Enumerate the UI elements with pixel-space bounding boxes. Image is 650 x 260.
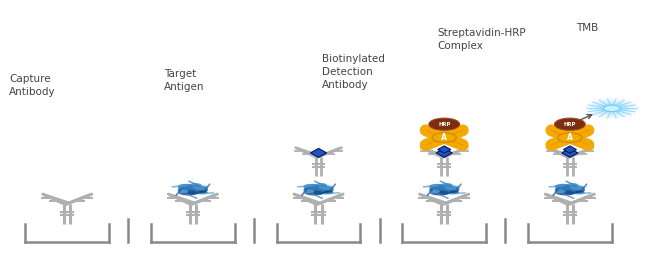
- Circle shape: [554, 118, 585, 130]
- Circle shape: [429, 118, 460, 130]
- Ellipse shape: [567, 183, 578, 187]
- Ellipse shape: [570, 185, 585, 190]
- Polygon shape: [562, 148, 578, 157]
- Ellipse shape: [177, 190, 188, 193]
- Ellipse shape: [556, 191, 575, 196]
- Ellipse shape: [303, 184, 320, 189]
- Ellipse shape: [430, 191, 449, 196]
- Ellipse shape: [554, 190, 565, 193]
- Ellipse shape: [318, 185, 334, 190]
- Ellipse shape: [441, 183, 453, 187]
- Text: Biotinylated
Detection
Antibody: Biotinylated Detection Antibody: [322, 54, 385, 90]
- Text: HRP: HRP: [564, 122, 576, 127]
- Ellipse shape: [429, 185, 460, 194]
- Polygon shape: [564, 146, 577, 153]
- Ellipse shape: [554, 184, 572, 189]
- Ellipse shape: [324, 191, 333, 194]
- Polygon shape: [436, 148, 452, 157]
- Ellipse shape: [575, 191, 585, 194]
- Ellipse shape: [315, 183, 328, 187]
- Ellipse shape: [190, 183, 202, 187]
- Circle shape: [585, 98, 638, 119]
- Circle shape: [601, 104, 623, 113]
- Circle shape: [590, 100, 634, 117]
- Circle shape: [595, 102, 629, 115]
- Text: Streptavidin-HRP
Complex: Streptavidin-HRP Complex: [438, 28, 526, 51]
- Text: A: A: [567, 133, 573, 142]
- Ellipse shape: [444, 185, 460, 190]
- Ellipse shape: [305, 191, 324, 196]
- Ellipse shape: [429, 190, 440, 193]
- Ellipse shape: [429, 184, 447, 189]
- Text: Target
Antigen: Target Antigen: [164, 69, 204, 92]
- Polygon shape: [437, 146, 450, 153]
- Ellipse shape: [198, 191, 208, 194]
- Text: A: A: [441, 133, 447, 142]
- Ellipse shape: [449, 191, 459, 194]
- Circle shape: [558, 133, 582, 142]
- Text: Capture
Antibody: Capture Antibody: [9, 74, 56, 97]
- Ellipse shape: [555, 185, 585, 194]
- Ellipse shape: [303, 190, 314, 193]
- Polygon shape: [311, 148, 327, 157]
- Ellipse shape: [178, 185, 208, 194]
- Circle shape: [604, 105, 620, 112]
- Ellipse shape: [193, 185, 208, 190]
- Ellipse shape: [304, 185, 333, 194]
- Ellipse shape: [179, 191, 198, 196]
- Text: HRP: HRP: [438, 122, 450, 127]
- Ellipse shape: [177, 184, 195, 189]
- Circle shape: [432, 133, 456, 142]
- Text: TMB: TMB: [577, 23, 599, 33]
